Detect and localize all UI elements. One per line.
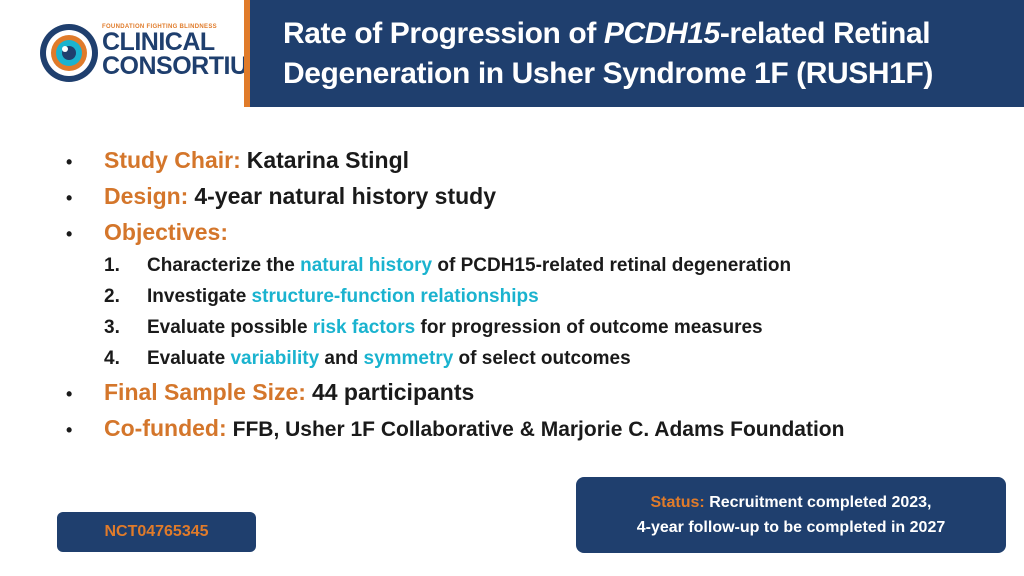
clinical-consortium-logo: FOUNDATION FIGHTING BLINDNESS CLINICAL C… bbox=[38, 20, 268, 88]
list-item-cofunded: • Co-funded: FFB, Usher 1F Collaborative… bbox=[66, 410, 1006, 446]
study-chair-label: Study Chair: bbox=[104, 147, 241, 173]
list-item-design: • Design: 4-year natural history study bbox=[66, 178, 1006, 214]
logo-line-clinical: CLINICAL bbox=[102, 28, 215, 56]
objective-text: Characterize the natural history of PCDH… bbox=[147, 255, 792, 276]
objective-number: 3. bbox=[104, 317, 120, 338]
design-value: 4-year natural history study bbox=[194, 183, 496, 209]
title-band-accent bbox=[244, 0, 250, 107]
bullet-icon: • bbox=[66, 152, 73, 172]
nct-id-badge: NCT04765345 bbox=[57, 512, 256, 552]
objective-highlight: symmetry bbox=[363, 348, 454, 369]
design-label: Design: bbox=[104, 183, 189, 209]
objective-text: Evaluate variability and symmetry of sel… bbox=[147, 348, 631, 369]
title-gene: PCDH15 bbox=[603, 17, 720, 50]
sample-size-label: Final Sample Size: bbox=[104, 379, 306, 405]
status-line-2: 4-year follow-up to be completed in 2027 bbox=[636, 519, 946, 536]
list-item-objectives: • Objectives: bbox=[66, 214, 1006, 250]
page-title: Rate of Progression of PCDH15-related Re… bbox=[283, 14, 1013, 94]
bullet-icon: • bbox=[66, 420, 73, 440]
objectives-label: Objectives: bbox=[104, 219, 228, 245]
bullet-icon: • bbox=[66, 384, 73, 404]
objective-number: 2. bbox=[104, 286, 120, 307]
objective-number: 1. bbox=[104, 255, 120, 276]
bullet-icon: • bbox=[66, 188, 73, 208]
logo-line-consortium: CONSORTIUM bbox=[102, 52, 268, 80]
study-chair-value: Katarina Stingl bbox=[246, 147, 410, 173]
logo-tagline: FOUNDATION FIGHTING BLINDNESS bbox=[102, 24, 217, 30]
list-item-sample-size: • Final Sample Size: 44 participants bbox=[66, 374, 1006, 410]
objective-item: 1. Characterize the natural history of P… bbox=[104, 250, 1006, 281]
objective-number: 4. bbox=[104, 348, 120, 369]
study-details: • Study Chair: Katarina Stingl • Design:… bbox=[66, 142, 1006, 446]
bullet-icon: • bbox=[66, 224, 73, 244]
objective-highlight: natural history bbox=[300, 255, 433, 276]
objective-item: 4. Evaluate variability and symmetry of … bbox=[104, 343, 1006, 374]
status-text: Recruitment completed 2023, bbox=[709, 494, 932, 511]
objective-item: 2. Investigate structure-function relati… bbox=[104, 281, 1006, 312]
sample-size-value: 44 participants bbox=[311, 379, 475, 405]
objective-item: 3. Evaluate possible risk factors for pr… bbox=[104, 312, 1006, 343]
status-panel: Status: Recruitment completed 2023, 4-ye… bbox=[576, 477, 1006, 553]
objective-highlight: structure-function relationships bbox=[251, 286, 539, 307]
header: FOUNDATION FIGHTING BLINDNESS CLINICAL C… bbox=[0, 0, 1024, 107]
eye-icon bbox=[40, 24, 98, 82]
cofunded-value: FFB, Usher 1F Collaborative & Marjorie C… bbox=[232, 418, 845, 441]
objective-text: Investigate structure-function relations… bbox=[147, 286, 539, 307]
title-band bbox=[244, 0, 1024, 107]
cofunded-label: Co-funded: bbox=[104, 415, 227, 441]
objectives-list: 1. Characterize the natural history of P… bbox=[104, 250, 1006, 374]
status-label: Status: bbox=[650, 494, 705, 511]
objective-highlight: risk factors bbox=[312, 317, 416, 338]
title-part1: Rate of Progression of bbox=[283, 17, 604, 50]
title-part2: -related Retinal Degeneration in Usher S… bbox=[283, 17, 933, 90]
list-item-study-chair: • Study Chair: Katarina Stingl bbox=[66, 142, 1006, 178]
objective-highlight: variability bbox=[230, 348, 320, 369]
status-line-1: Status: Recruitment completed 2023, bbox=[576, 490, 1006, 515]
objective-text: Evaluate possible risk factors for progr… bbox=[147, 317, 763, 338]
